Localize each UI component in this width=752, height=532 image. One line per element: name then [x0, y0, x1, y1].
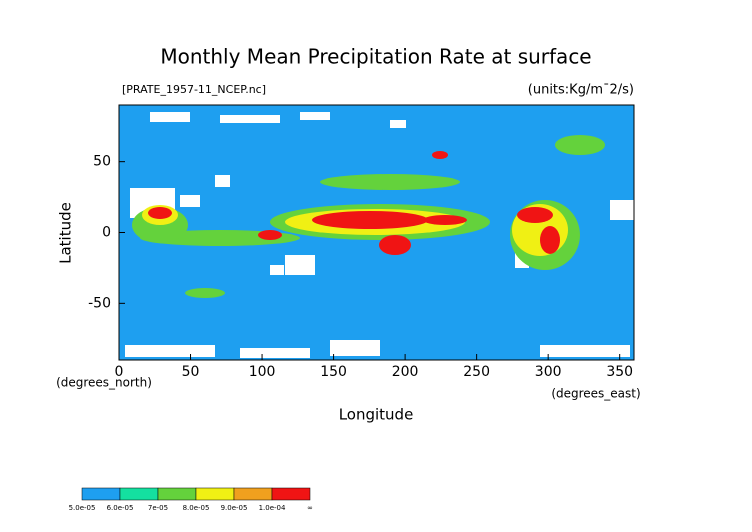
colorbar-segment [195, 487, 235, 501]
dry-patch [540, 345, 630, 357]
colorbar-label: 6.0e-05 [107, 504, 134, 512]
colorbar-label: 9.0e-05 [221, 504, 248, 512]
rain-area [555, 135, 605, 155]
dry-patch [125, 345, 215, 357]
dry-areas [125, 112, 634, 358]
very-heavy-rain [148, 151, 560, 255]
dry-patch [180, 195, 200, 207]
rain-area [379, 235, 411, 255]
colorbar-label: 5.0e-05 [69, 504, 96, 512]
colorbar-segment [271, 487, 311, 501]
y-tick-label: 50 [93, 154, 111, 170]
rain-area [517, 207, 553, 223]
x-tick-label: 250 [463, 364, 490, 380]
colorbar-segment [81, 487, 121, 501]
rain-area [185, 288, 225, 298]
x-tick-label: 200 [392, 364, 419, 380]
rain-area [312, 211, 428, 229]
dry-patch [300, 112, 330, 120]
rain-area [258, 230, 282, 240]
dry-patch [330, 340, 380, 356]
x-tick-label: 50 [182, 364, 200, 380]
rain-area [540, 226, 560, 254]
dry-patch [270, 265, 284, 275]
dry-patch [240, 348, 310, 358]
colorbar-label: 7e-05 [148, 504, 168, 512]
y-axis-label: Latitude [57, 202, 75, 264]
x-axis-label: Longitude [339, 406, 414, 424]
y-tick-label: -50 [88, 295, 111, 311]
precipitation-field [119, 105, 634, 360]
colorbar-label: ∞ [307, 504, 313, 512]
dry-patch [285, 255, 315, 275]
dry-patch [610, 200, 634, 220]
x-tick-label: 300 [535, 364, 562, 380]
dry-patch [390, 120, 406, 128]
y-unit-label: (degrees_north) [56, 376, 152, 390]
units-label: (units:Kg/m¯2/s) [528, 83, 634, 98]
x-tick-label: 350 [606, 364, 633, 380]
rain-area [320, 174, 460, 190]
x-tick-label: 0 [115, 364, 124, 380]
colorbar-label: 1.0e-04 [259, 504, 286, 512]
source-label: [PRATE_1957-11_NCEP.nc] [122, 83, 266, 96]
colorbar-segment [119, 487, 159, 501]
dry-patch [220, 115, 280, 123]
colorbar-segment [157, 487, 197, 501]
colorbar-segment [233, 487, 273, 501]
rain-area [432, 151, 448, 159]
dry-patch [215, 175, 230, 187]
rain-area [148, 207, 172, 219]
colorbar-label: 8.0e-05 [183, 504, 210, 512]
rain-area [423, 215, 467, 225]
chart-title: Monthly Mean Precipitation Rate at surfa… [160, 45, 591, 69]
dry-patch [150, 112, 190, 122]
y-tick-label: 0 [102, 225, 111, 241]
x-tick-label: 100 [249, 364, 276, 380]
x-tick-label: 150 [320, 364, 347, 380]
x-unit-label: (degrees_east) [551, 387, 640, 401]
